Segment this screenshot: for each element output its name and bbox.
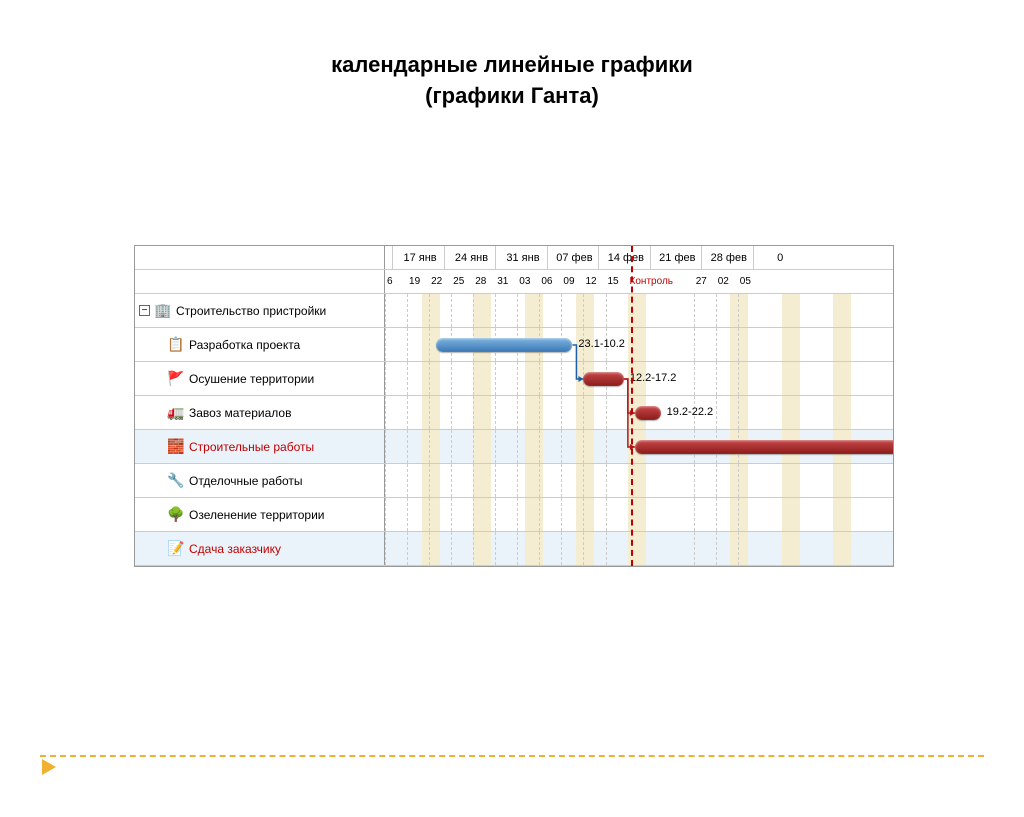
task-row: 🚛 Завоз материалов 19.2-22.2 [135, 396, 893, 430]
timeline-weeks-header: 17 янв24 янв31 янв07 фев14 фев21 фев28 ф… [385, 246, 893, 269]
task-name: Осушение территории [189, 372, 314, 386]
week-header-label: 21 фев [650, 246, 701, 269]
task-cell[interactable]: 📝 Сдача заказчику [135, 532, 385, 565]
week-header-label: 17 янв [392, 246, 443, 269]
timeline-days-header: 6 19 22 25 28 31 03 06 09 12 15 Контроль 27 02 05 [385, 270, 893, 293]
tree-icon: 🌳 [167, 506, 185, 524]
title-line-2: (графики Ганта) [0, 81, 1024, 112]
task-name: Завоз материалов [189, 406, 291, 420]
timeline-cell [385, 294, 893, 327]
task-cell[interactable]: −🏢 Строительство пристройки [135, 294, 385, 327]
day-header-label: 12 [583, 270, 596, 293]
header-days-row: 6 19 22 25 28 31 03 06 09 12 15 Контроль 27 02 05 [135, 270, 893, 294]
week-header-label: 07 фев [547, 246, 598, 269]
day-header-label: 6 [385, 270, 393, 293]
task-name: Строительные работы [189, 440, 314, 454]
task-cell[interactable]: 🚛 Завоз материалов [135, 396, 385, 429]
timeline-cell: 12.2-17.2 [385, 362, 893, 395]
gantt-bar[interactable] [583, 372, 623, 386]
bar-date-label: 19.2-22.2 [667, 406, 713, 418]
day-header-label: 22 [429, 270, 442, 293]
timeline-cell [385, 498, 893, 531]
task-cell[interactable]: 🚩 Осушение территории [135, 362, 385, 395]
day-header-label: 02 [716, 270, 729, 293]
bar-date-label: 23.1-10.2 [578, 338, 624, 350]
task-row: 📝 Сдача заказчику [135, 532, 893, 566]
timeline-cell: 23.1-10.2 [385, 328, 893, 361]
timeline-cell: 19.2-22.2 [385, 396, 893, 429]
task-header-blank-2 [135, 270, 385, 293]
week-header-label: 31 янв [495, 246, 546, 269]
building-icon: 🏢 [154, 302, 172, 320]
day-header-label: 28 [473, 270, 486, 293]
gantt-bar[interactable] [635, 440, 893, 454]
week-header-label: 24 янв [444, 246, 495, 269]
control-label: Контроль [628, 270, 673, 293]
day-header-label: 19 [407, 270, 420, 293]
truck-icon: 🚛 [167, 404, 185, 422]
gantt-chart: 17 янв24 янв31 янв07 фев14 фев21 фев28 ф… [134, 245, 894, 567]
task-row: 📋 Разработка проекта 23.1-10.2 [135, 328, 893, 362]
day-header-label: 09 [561, 270, 574, 293]
blueprint-icon: 📋 [167, 336, 185, 354]
gantt-body: −🏢 Строительство пристройки 📋 Разработка пр… [135, 294, 893, 566]
task-name: Озеленение территории [189, 508, 325, 522]
tool-icon: 🔧 [167, 472, 185, 490]
expand-toggle-icon[interactable]: − [139, 305, 150, 316]
day-header-label: 03 [517, 270, 530, 293]
control-line [631, 246, 633, 566]
task-cell[interactable]: 📋 Разработка проекта [135, 328, 385, 361]
week-header-label: 28 фев [701, 246, 752, 269]
timeline-cell [385, 532, 893, 565]
week-header-label: 0 [753, 246, 804, 269]
timeline-cell [385, 430, 893, 463]
timeline-cell [385, 464, 893, 497]
page-title: календарные линейные графики (графики Га… [0, 50, 1024, 112]
day-header-label: 25 [451, 270, 464, 293]
footer-arrow-icon [42, 759, 56, 775]
task-name: Отделочные работы [189, 474, 303, 488]
bar-date-label: 12.2-17.2 [630, 372, 676, 384]
task-cell[interactable]: 🧱 Строительные работы [135, 430, 385, 463]
task-cell[interactable]: 🌳 Озеленение территории [135, 498, 385, 531]
task-name: Разработка проекта [189, 338, 300, 352]
task-row: 🧱 Строительные работы [135, 430, 893, 464]
task-row: 🔧 Отделочные работы [135, 464, 893, 498]
task-cell[interactable]: 🔧 Отделочные работы [135, 464, 385, 497]
header-weeks-row: 17 янв24 янв31 янв07 фев14 фев21 фев28 ф… [135, 246, 893, 270]
task-row: 🌳 Озеленение территории [135, 498, 893, 532]
day-header-label: 15 [606, 270, 619, 293]
day-header-label: 27 [694, 270, 707, 293]
bricks-icon: 🧱 [167, 438, 185, 456]
task-header-blank-1 [135, 246, 385, 269]
task-name: Строительство пристройки [176, 304, 326, 318]
week-header-label: 14 фев [598, 246, 649, 269]
footer-divider [40, 755, 984, 757]
handover-icon: 📝 [167, 540, 185, 558]
gantt-bar[interactable] [436, 338, 572, 352]
task-name: Сдача заказчику [189, 542, 281, 556]
flag-icon: 🚩 [167, 370, 185, 388]
day-header-label: 31 [495, 270, 508, 293]
day-header-label: 05 [738, 270, 751, 293]
gantt-bar[interactable] [635, 406, 661, 420]
task-row: 🚩 Осушение территории 12.2-17.2 [135, 362, 893, 396]
task-row: −🏢 Строительство пристройки [135, 294, 893, 328]
title-line-1: календарные линейные графики [0, 50, 1024, 81]
day-header-label: 06 [539, 270, 552, 293]
